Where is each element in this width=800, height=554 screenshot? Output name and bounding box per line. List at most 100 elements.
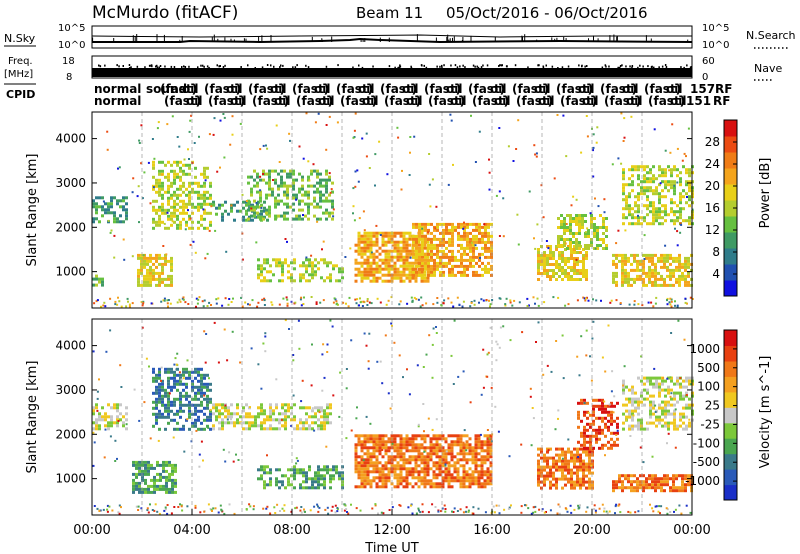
echo-cell [110, 406, 113, 410]
echo-cell [325, 181, 328, 185]
echo-cell [490, 252, 493, 256]
echo-cell [537, 260, 540, 263]
echo-cell [423, 243, 427, 247]
echo-cell [263, 483, 266, 487]
echo-cell [363, 437, 367, 441]
echo-cell [543, 468, 546, 472]
noise-cell [666, 377, 669, 380]
echo-cell [197, 370, 200, 374]
echo-cell [640, 391, 643, 395]
echo-cell [251, 421, 254, 425]
ground-cell [458, 303, 461, 306]
echo-cell [577, 410, 580, 414]
echo-cell [622, 403, 625, 407]
echo-cell [250, 193, 253, 197]
echo-cell [230, 415, 233, 419]
echo-cell [429, 443, 433, 447]
echo-cell [366, 264, 370, 268]
echo-cell [283, 181, 286, 185]
echo-cell [290, 412, 293, 416]
echo-cell [287, 483, 290, 487]
noise-cell [229, 143, 232, 146]
ground-cell [666, 303, 669, 306]
echo-cell [439, 273, 442, 277]
echo-cell [625, 409, 628, 413]
nave-mark [653, 66, 655, 69]
echo-cell [387, 267, 391, 271]
echo-cell [469, 243, 472, 247]
echo-cell [277, 202, 280, 206]
echo-cell [153, 466, 156, 470]
nave-mark [578, 64, 580, 67]
echo-cell [316, 175, 319, 179]
echo-cell [414, 476, 418, 480]
echo-cell [188, 163, 191, 167]
echo-cell [682, 427, 685, 431]
echo-cell [415, 252, 418, 256]
echo-cell [453, 443, 457, 447]
echo-cell [203, 217, 206, 221]
nave-mark [188, 65, 190, 68]
echo-cell [450, 464, 454, 468]
echo-cell [420, 482, 424, 486]
echo-cell [462, 458, 466, 462]
noise-cell [203, 330, 206, 333]
noise-cell [474, 161, 477, 163]
echo-cell [652, 385, 655, 389]
echo-cell [269, 483, 272, 487]
ground-cell [582, 296, 585, 299]
echo-cell [242, 421, 245, 425]
noise-cell [556, 114, 559, 116]
echo-cell [648, 486, 651, 490]
ground-cell [195, 297, 198, 300]
ground-cell [166, 299, 169, 302]
echo-cell [567, 471, 570, 475]
echo-cell [622, 427, 625, 431]
echo-cell [260, 215, 263, 219]
echo-cell [589, 425, 592, 429]
ground-cell [167, 305, 169, 308]
echo-cell [459, 446, 463, 450]
echo-cell [474, 455, 478, 459]
echo-cell [655, 216, 658, 220]
echo-cell [378, 270, 382, 274]
echo-cell [307, 205, 310, 209]
echo-cell [375, 249, 379, 253]
echo-cell [366, 440, 370, 444]
echo-cell [326, 264, 329, 268]
echo-cell [304, 202, 307, 206]
echo-cell [265, 211, 268, 215]
echo-cell [483, 455, 487, 459]
echo-cell [313, 205, 316, 209]
echo-cell [430, 243, 433, 247]
echo-cell [197, 403, 200, 407]
echo-cell [604, 425, 607, 429]
ground-cell [368, 301, 371, 304]
echo-cell [684, 483, 687, 487]
echo-cell [651, 262, 654, 266]
echo-cell [580, 398, 583, 402]
echo-cell [480, 482, 484, 486]
echo-cell [164, 403, 167, 407]
echo-cell [483, 473, 487, 477]
echo-cell [396, 464, 400, 468]
echo-cell [537, 471, 540, 475]
echo-cell [191, 205, 194, 209]
echo-cell [637, 397, 640, 401]
echo-cell [155, 412, 158, 416]
echo-cell [652, 219, 655, 223]
echo-cell [555, 483, 558, 487]
echo-cell [335, 471, 338, 475]
echo-cell [546, 450, 549, 454]
echo-cell [158, 220, 161, 224]
echo-cell [415, 270, 418, 274]
echo-cell [615, 274, 618, 278]
noise-cell [439, 238, 442, 241]
echo-cell [293, 468, 296, 472]
echo-cell [591, 471, 594, 475]
echo-cell [206, 382, 209, 386]
echo-cell [670, 183, 673, 187]
echo-cell [405, 240, 409, 244]
echo-cell [161, 379, 164, 383]
noise-cell [166, 211, 169, 214]
